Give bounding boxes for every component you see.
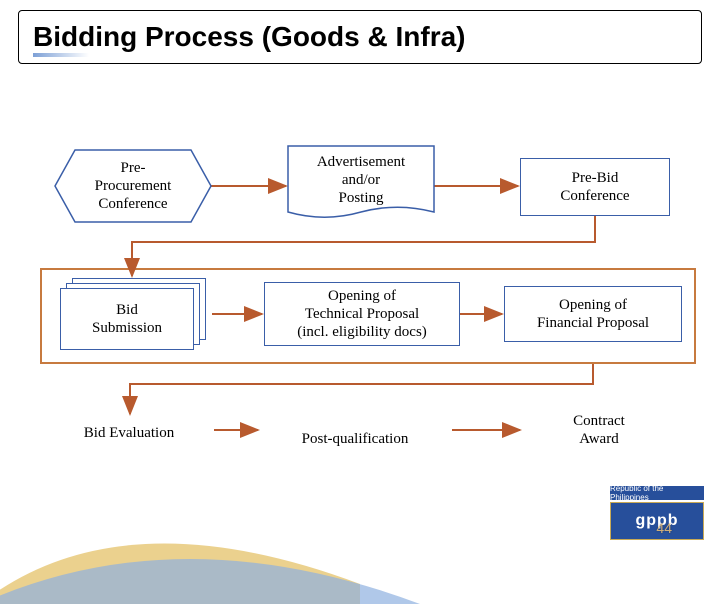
- node-bid_eval: Bid Evaluation: [46, 418, 212, 448]
- node-contract_award: ContractAward: [524, 408, 674, 452]
- footer-banner: Republic of the Philippines: [610, 486, 704, 500]
- node-pre_procurement: Pre-ProcurementConference: [55, 150, 211, 222]
- page-title: Bidding Process (Goods & Infra): [33, 21, 687, 53]
- node-opening_fin: Opening ofFinancial Proposal: [504, 286, 682, 342]
- footer-banner-text: Republic of the Philippines: [610, 484, 704, 502]
- node-post_qual: Post-qualification: [260, 424, 450, 454]
- node-opening_tech: Opening ofTechnical Proposal(incl. eligi…: [264, 282, 460, 346]
- node-pre_bid: Pre-BidConference: [520, 158, 670, 216]
- title-underline: [33, 53, 89, 57]
- page-number: 44: [656, 520, 672, 536]
- node-advertisement: Advertisementand/orPosting: [288, 146, 434, 220]
- title-bar: Bidding Process (Goods & Infra): [18, 10, 702, 64]
- node-bid_submission: BidSubmission: [60, 278, 210, 352]
